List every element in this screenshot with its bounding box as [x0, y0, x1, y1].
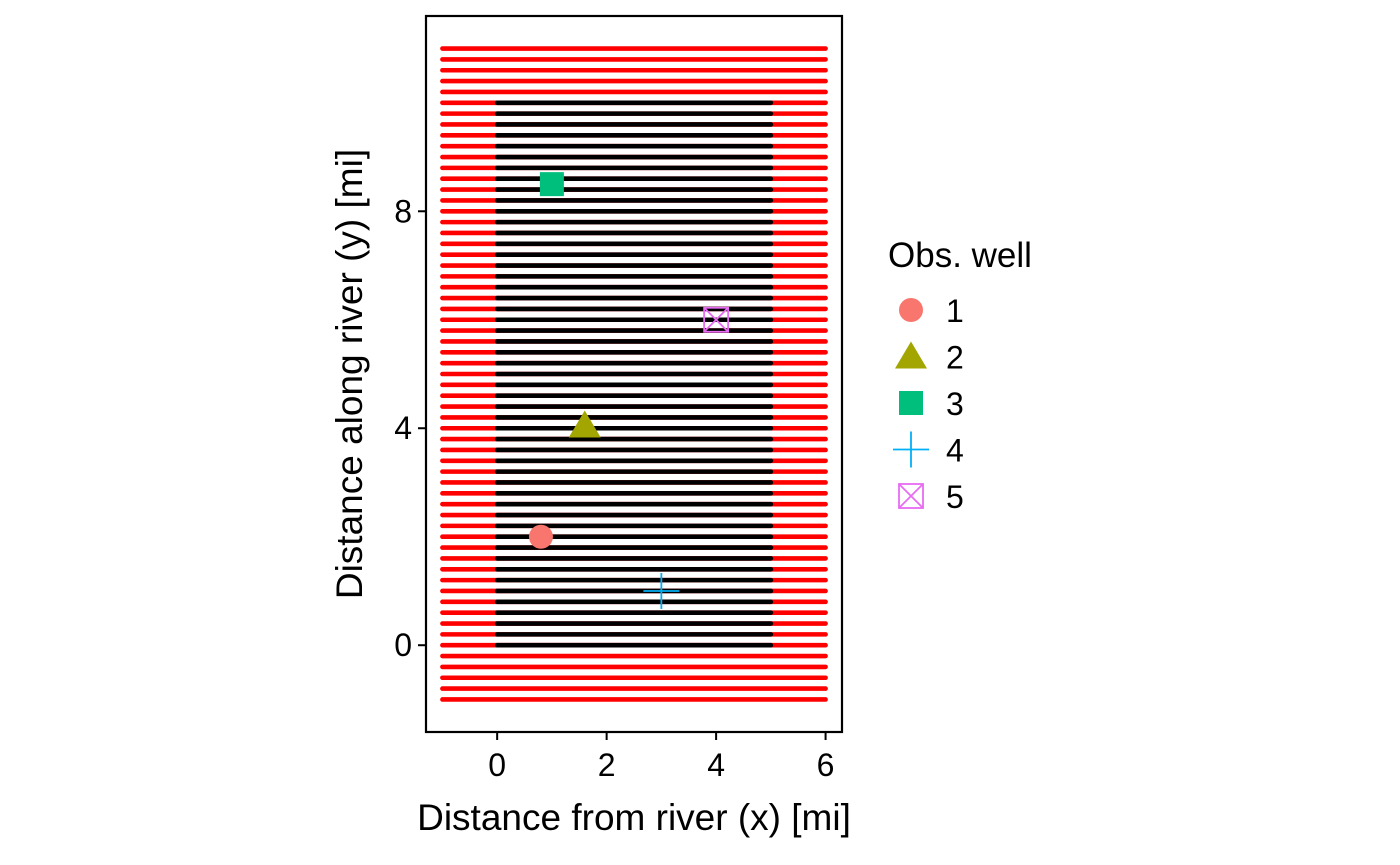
legend: Obs. well 1 2 3 4 5	[888, 236, 1032, 515]
y-tick-label: 0	[394, 627, 412, 663]
legend-label-4: 4	[946, 433, 964, 469]
well-marker-4	[643, 572, 680, 609]
well-marker-1	[528, 524, 553, 549]
background-grid-points	[440, 46, 828, 702]
plot-panel-border	[424, 14, 844, 734]
legend-key-5	[898, 483, 924, 509]
legend-label-2: 2	[946, 340, 964, 376]
x-tick-label: 4	[707, 747, 725, 783]
legend-items: 1 2 3 4 5	[893, 293, 964, 515]
legend-label-5: 5	[946, 479, 964, 515]
legend-label-1: 1	[946, 293, 964, 329]
x-tick-label: 6	[817, 747, 835, 783]
x-axis-title: Distance from river (x) [mi]	[417, 797, 851, 838]
x-tick-label: 0	[488, 747, 506, 783]
y-tick-label: 8	[394, 193, 412, 229]
legend-label-3: 3	[946, 386, 964, 422]
well-marker-2	[568, 410, 601, 438]
y-tick-label: 4	[394, 410, 412, 446]
well-markers	[528, 172, 730, 609]
legend-title: Obs. well	[888, 236, 1032, 275]
legend-key-2	[895, 341, 927, 369]
y-axis-title: Distance along river (y) [mi]	[329, 149, 370, 599]
well-marker-3	[539, 172, 564, 197]
axis-ticks: 0 2 4 6 0 4 8	[394, 193, 834, 783]
legend-key-1	[899, 298, 923, 322]
legend-key-3	[899, 391, 923, 415]
x-tick-label: 2	[598, 747, 616, 783]
legend-key-4	[893, 431, 929, 468]
well-marker-5	[703, 306, 730, 333]
